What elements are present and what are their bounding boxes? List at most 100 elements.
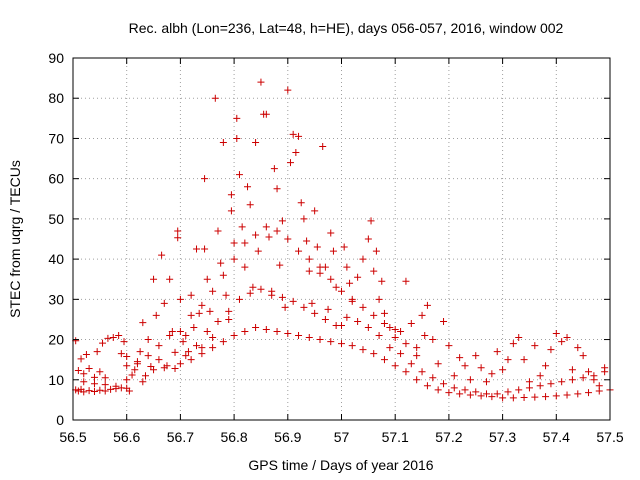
data-point — [171, 365, 179, 373]
x-tick-label: 57.3 — [489, 429, 516, 445]
x-tick-label: 56.6 — [113, 429, 140, 445]
data-point — [120, 338, 128, 346]
data-point — [144, 352, 152, 360]
data-point — [230, 332, 238, 340]
data-point — [123, 376, 131, 384]
data-point — [182, 332, 190, 340]
data-point — [531, 342, 539, 350]
data-point — [276, 261, 284, 269]
data-point — [520, 393, 528, 401]
data-point — [493, 348, 501, 356]
data-point — [195, 309, 203, 317]
data-point — [305, 334, 313, 342]
data-point — [174, 227, 182, 235]
data-point — [219, 271, 227, 279]
y-tick-label: 40 — [48, 251, 64, 267]
data-point — [123, 352, 131, 360]
data-point — [568, 376, 576, 384]
data-point — [413, 352, 421, 360]
data-point — [375, 332, 383, 340]
data-point — [96, 368, 104, 376]
data-point — [563, 334, 571, 342]
data-point — [407, 360, 415, 368]
data-point — [380, 309, 388, 317]
data-point — [201, 245, 209, 253]
data-point — [198, 350, 206, 358]
data-point — [281, 303, 289, 311]
data-point — [450, 372, 458, 380]
data-point — [303, 237, 311, 245]
data-point — [525, 384, 533, 392]
data-point — [176, 328, 184, 336]
data-point — [158, 251, 166, 259]
data-point — [407, 319, 415, 327]
data-point — [370, 350, 378, 358]
data-point — [579, 374, 587, 382]
data-point — [235, 171, 243, 179]
data-point — [198, 301, 206, 309]
data-point — [324, 305, 332, 313]
data-point — [536, 382, 544, 390]
data-point — [308, 299, 316, 307]
data-point — [429, 336, 437, 344]
data-point — [77, 355, 85, 363]
data-point — [74, 367, 82, 375]
data-point — [509, 394, 517, 402]
data-point — [423, 382, 431, 390]
data-point — [499, 394, 507, 402]
data-point — [515, 386, 523, 394]
data-point — [332, 321, 340, 329]
data-point — [359, 346, 367, 354]
data-point — [295, 132, 303, 140]
data-point — [82, 350, 90, 358]
data-point — [166, 332, 174, 340]
data-point — [295, 247, 303, 255]
data-point — [585, 368, 593, 376]
data-point — [209, 287, 217, 295]
data-point — [542, 393, 550, 401]
data-point — [244, 183, 252, 191]
data-point — [176, 360, 184, 368]
data-point — [378, 277, 386, 285]
data-point — [150, 275, 158, 283]
data-point — [327, 229, 335, 237]
data-point — [574, 344, 582, 352]
data-point — [359, 255, 367, 263]
data-point — [96, 386, 104, 394]
data-point — [515, 334, 523, 342]
data-point — [284, 86, 292, 94]
data-point — [340, 243, 348, 251]
data-point — [80, 370, 88, 378]
data-point — [338, 340, 345, 348]
data-point — [329, 247, 337, 255]
data-point — [367, 217, 375, 225]
data-point — [563, 391, 571, 399]
data-point — [128, 371, 136, 379]
data-point — [477, 364, 485, 372]
data-point — [397, 350, 405, 358]
data-point — [413, 376, 421, 384]
data-point — [144, 336, 152, 344]
data-point — [246, 289, 254, 297]
data-point — [85, 387, 93, 395]
data-point — [311, 207, 319, 215]
data-point — [525, 378, 533, 386]
data-point — [346, 279, 354, 287]
data-point — [225, 315, 233, 323]
data-point — [187, 311, 195, 319]
data-point — [184, 348, 192, 356]
data-point — [488, 370, 496, 378]
data-point — [380, 356, 388, 364]
y-tick-label: 10 — [48, 372, 64, 388]
data-point — [286, 159, 294, 167]
data-point — [187, 356, 195, 364]
data-point — [190, 323, 198, 331]
data-point — [235, 295, 243, 303]
data-point — [241, 263, 249, 271]
data-point — [397, 328, 405, 336]
data-point — [230, 255, 238, 263]
data-point — [230, 239, 238, 247]
data-point — [354, 273, 362, 281]
data-point — [445, 389, 453, 397]
